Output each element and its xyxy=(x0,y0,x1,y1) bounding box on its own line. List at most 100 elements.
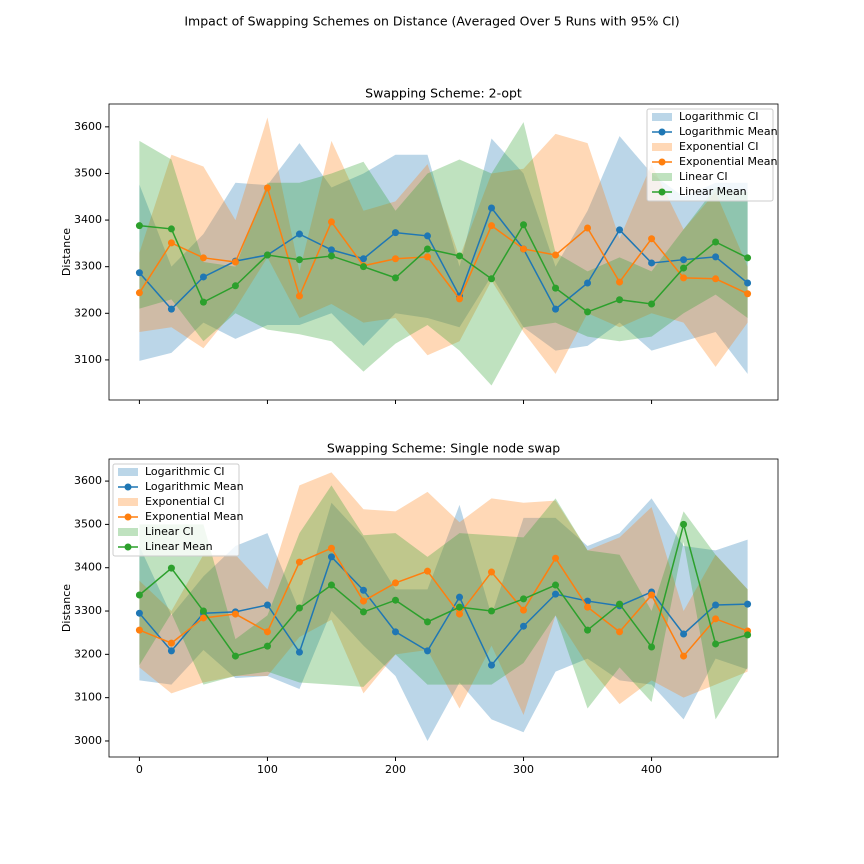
y-axis-label: Distance xyxy=(60,584,73,632)
x-tick-label: 0 xyxy=(136,763,143,776)
mean-marker xyxy=(263,251,271,259)
mean-marker xyxy=(744,254,752,262)
mean-marker xyxy=(488,222,496,230)
mean-marker xyxy=(680,652,688,660)
mean-marker xyxy=(327,246,335,254)
mean-marker xyxy=(552,284,560,292)
y-tick-label: 3400 xyxy=(74,561,102,574)
mean-marker xyxy=(263,184,271,192)
y-tick-label: 3600 xyxy=(74,474,102,487)
mean-marker xyxy=(359,608,367,616)
mean-marker xyxy=(359,586,367,594)
mean-marker xyxy=(648,591,656,599)
mean-marker xyxy=(295,230,303,238)
mean-marker xyxy=(423,232,431,240)
mean-marker xyxy=(391,628,399,636)
mean-marker xyxy=(391,255,399,263)
mean-marker xyxy=(327,544,335,552)
y-tick-label: 3000 xyxy=(74,734,102,747)
legend-label: Logarithmic Mean xyxy=(145,480,244,493)
x-tick-label: 400 xyxy=(641,763,662,776)
mean-marker xyxy=(616,600,624,608)
mean-marker xyxy=(712,640,720,648)
mean-marker xyxy=(648,259,656,267)
mean-marker xyxy=(520,221,528,229)
ci-band xyxy=(139,498,748,741)
mean-marker xyxy=(712,601,720,609)
mean-marker xyxy=(744,600,752,608)
subplot-title: Swapping Scheme: 2-opt xyxy=(365,86,522,101)
mean-marker xyxy=(423,253,431,261)
mean-marker xyxy=(135,269,143,277)
x-tick-label: 300 xyxy=(513,763,534,776)
y-tick-label: 3100 xyxy=(74,691,102,704)
ci-band xyxy=(139,136,748,374)
legend-label: Exponential Mean xyxy=(679,155,778,168)
legend-label: Linear CI xyxy=(145,525,194,538)
mean-marker xyxy=(231,652,239,660)
y-tick-label: 3500 xyxy=(74,517,102,530)
legend-marker xyxy=(658,128,666,136)
mean-marker xyxy=(648,643,656,651)
y-tick-label: 3100 xyxy=(74,353,102,366)
y-axis-label: Distance xyxy=(60,228,73,276)
ci-band xyxy=(139,117,748,374)
mean-marker xyxy=(584,224,592,232)
mean-marker xyxy=(488,204,496,212)
mean-marker xyxy=(456,593,464,601)
mean-marker xyxy=(135,591,143,599)
mean-marker xyxy=(680,274,688,282)
mean-line xyxy=(138,555,748,667)
mean-marker xyxy=(167,639,175,647)
mean-marker xyxy=(680,264,688,272)
mean-marker xyxy=(199,273,207,281)
legend-label: Linear Mean xyxy=(145,540,213,553)
mean-marker xyxy=(167,239,175,247)
mean-marker xyxy=(584,603,592,611)
mean-marker xyxy=(423,245,431,253)
legend-swatch xyxy=(118,468,138,476)
mean-marker xyxy=(584,597,592,605)
mean-marker xyxy=(423,567,431,575)
mean-marker xyxy=(231,610,239,618)
mean-marker xyxy=(616,226,624,234)
legend-label: Linear CI xyxy=(679,170,728,183)
mean-marker xyxy=(456,603,464,611)
mean-marker xyxy=(488,275,496,283)
mean-marker xyxy=(712,253,720,261)
mean-marker xyxy=(616,628,624,636)
mean-marker xyxy=(167,647,175,655)
mean-marker xyxy=(552,554,560,562)
mean-marker xyxy=(263,642,271,650)
mean-marker xyxy=(199,298,207,306)
ci-band xyxy=(139,122,748,386)
legend-marker xyxy=(658,158,666,166)
legend-label: Logarithmic CI xyxy=(145,465,225,478)
mean-marker xyxy=(584,308,592,316)
mean-marker xyxy=(135,289,143,297)
x-tick-label: 200 xyxy=(385,763,406,776)
mean-marker xyxy=(712,275,720,283)
mean-marker xyxy=(231,282,239,290)
y-tick-label: 3500 xyxy=(74,166,102,179)
mean-marker xyxy=(584,626,592,634)
mean-marker xyxy=(680,630,688,638)
mean-marker xyxy=(648,300,656,308)
mean-marker xyxy=(616,296,624,304)
mean-line xyxy=(138,521,748,657)
mean-marker xyxy=(488,607,496,615)
mean-marker xyxy=(167,225,175,233)
mean-line xyxy=(139,547,748,658)
mean-marker xyxy=(135,626,143,634)
mean-line xyxy=(138,206,749,311)
mean-marker xyxy=(359,597,367,605)
legend-label: Linear Mean xyxy=(679,185,747,198)
mean-marker xyxy=(552,251,560,259)
y-tick-label: 3300 xyxy=(74,260,102,273)
mean-marker xyxy=(295,558,303,566)
mean-marker xyxy=(199,254,207,262)
legend-marker xyxy=(124,543,132,551)
mean-marker xyxy=(359,255,367,263)
legend-swatch xyxy=(652,143,672,151)
